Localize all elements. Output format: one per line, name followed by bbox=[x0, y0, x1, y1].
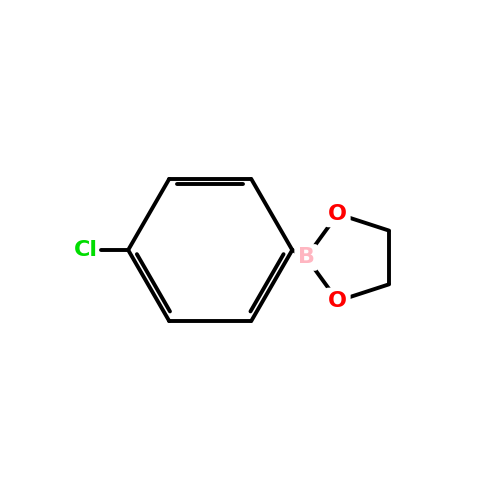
Text: B: B bbox=[298, 248, 314, 268]
Text: O: O bbox=[328, 291, 347, 311]
Text: Cl: Cl bbox=[74, 240, 98, 260]
Text: O: O bbox=[328, 204, 347, 224]
